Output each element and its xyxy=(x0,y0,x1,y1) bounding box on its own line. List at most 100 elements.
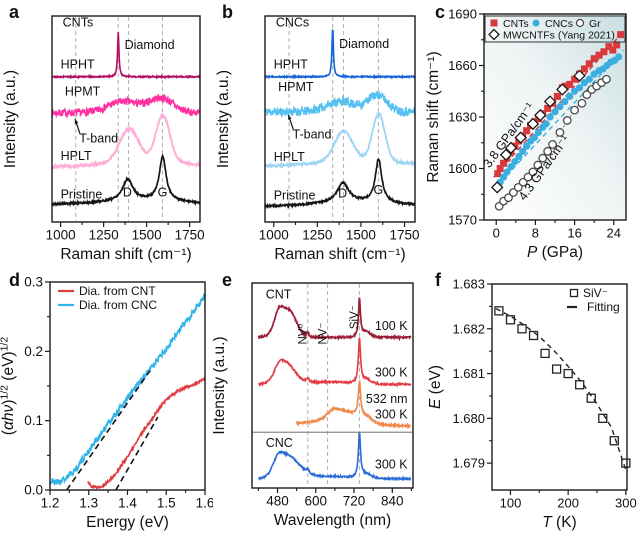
x-tick-label: 1000 xyxy=(46,228,76,243)
data-point xyxy=(530,134,539,142)
plot-frame xyxy=(51,15,201,223)
x-tick-label: 1750 xyxy=(175,228,205,243)
data-point xyxy=(504,141,518,155)
x-tick-label: 1.2 xyxy=(41,496,60,511)
data-point xyxy=(538,153,548,163)
y-axis-title: (αhν)1/2 (eV)1/2 xyxy=(0,337,17,436)
y-tick-label: 0.0 xyxy=(24,483,43,498)
series-CNT-tauc-fit xyxy=(115,416,159,491)
data-point xyxy=(602,74,611,84)
data-point xyxy=(575,84,584,92)
series-CNT-100K xyxy=(257,297,412,342)
data-point xyxy=(598,413,608,423)
y-tick-label: 0.1 xyxy=(24,413,43,428)
data-point xyxy=(585,75,593,83)
y-tick-label: 1.682 xyxy=(452,321,485,336)
y-axis-title: Raman shift (cm⁻¹) xyxy=(426,51,442,182)
data-point xyxy=(556,83,569,96)
plot-annotation: NV⁻ xyxy=(317,322,329,344)
data-point xyxy=(595,51,603,59)
annotation-arrowhead xyxy=(74,119,79,124)
annotation-arrowhead xyxy=(288,114,292,120)
x-tick-label: 300 xyxy=(615,496,637,511)
di-o-legend-marker xyxy=(488,28,500,41)
y-tick-label: 0.2 xyxy=(24,344,43,359)
data-point xyxy=(566,80,574,88)
legend-box xyxy=(484,15,626,43)
series-Fitting xyxy=(495,307,627,471)
data-point xyxy=(553,92,561,100)
series-SiV-energy xyxy=(494,306,631,468)
data-point xyxy=(528,330,539,341)
data-point xyxy=(555,128,565,137)
data-point xyxy=(586,393,596,403)
data-point xyxy=(518,177,528,187)
plot-annotation: T-band xyxy=(79,132,118,146)
data-point xyxy=(496,165,504,172)
data-point xyxy=(585,60,593,68)
y-tick-label: 1660 xyxy=(448,58,477,73)
data-point xyxy=(519,147,527,155)
plot-annotation: D xyxy=(123,185,132,199)
y-tick-label: 1570 xyxy=(448,213,477,228)
plot-annotation: T-band xyxy=(293,128,332,142)
data-point xyxy=(582,90,592,100)
series-CNC-300K xyxy=(257,432,412,482)
data-point xyxy=(490,181,504,194)
x-tick-label: 1500 xyxy=(132,228,162,243)
x-tick-label: 1.4 xyxy=(118,496,137,511)
plot-annotation: 100 K xyxy=(375,319,408,333)
data-point xyxy=(605,43,613,51)
legend-label: SiV⁻ xyxy=(583,286,608,300)
panel-letter-e: e xyxy=(222,270,233,290)
data-point xyxy=(570,105,579,115)
series-Gr xyxy=(494,74,611,211)
y-tick-label: 1600 xyxy=(448,161,477,176)
data-point xyxy=(528,167,538,177)
y-tick-label: 1630 xyxy=(448,110,477,125)
x-tick-label: 840 xyxy=(381,494,404,509)
data-point xyxy=(515,152,523,161)
data-point xyxy=(511,158,519,166)
plot-annotation: Pristine xyxy=(61,187,103,201)
legend-label: Fitting xyxy=(587,300,620,314)
series-HPLT xyxy=(264,109,416,169)
x-tick-label: 600 xyxy=(304,494,327,509)
x-tick-label: 1.3 xyxy=(79,496,98,511)
data-point xyxy=(609,436,619,446)
data-point xyxy=(505,315,516,325)
x-tick-label: 1.6 xyxy=(196,496,213,511)
legend-label: Gr xyxy=(589,18,601,30)
data-point xyxy=(566,92,574,100)
data-point xyxy=(508,188,518,197)
data-point xyxy=(543,146,553,156)
legend-label: Dia. from CNT xyxy=(79,284,156,298)
plot-annotation: HPMT xyxy=(65,84,101,98)
series-CNT-300K xyxy=(257,337,412,388)
plot-annotation: 300 K xyxy=(375,458,408,472)
plot-annotation: Diamond xyxy=(125,38,175,52)
data-point xyxy=(563,368,573,379)
plot-frame xyxy=(49,281,206,491)
panel-b-chart: 1000 1250 1500 1750 Raman shift (cm⁻¹) Intens… xyxy=(215,15,420,263)
ci-o-legend-marker xyxy=(575,18,585,28)
data-point xyxy=(551,108,559,116)
data-point xyxy=(615,53,623,61)
data-point xyxy=(543,95,557,108)
data-point xyxy=(507,163,515,171)
data-point xyxy=(562,116,572,125)
data-point xyxy=(534,109,547,122)
y-axis-title: Intensity (a.u.) xyxy=(215,70,232,168)
data-point xyxy=(571,75,579,83)
plot-annotation: HPLT xyxy=(61,149,92,163)
y-tick-label: 1690 xyxy=(448,7,477,22)
panel-e-chart: 480 600 720 840 Wavelength (nm) Intensity (a.… xyxy=(213,282,414,529)
plot-annotation: Pristine xyxy=(274,188,316,202)
plot-annotation: G xyxy=(374,183,384,197)
plot-annotation: CNTs xyxy=(63,15,94,29)
data-point xyxy=(600,48,608,56)
plot-annotation: CNC xyxy=(266,436,293,450)
panel-d-chart: 1.2 1.3 1.4 1.5 1.6 0.0 0.1 0.2 0.3 Energy (eV) (α… xyxy=(0,275,213,532)
data-point xyxy=(499,148,513,161)
